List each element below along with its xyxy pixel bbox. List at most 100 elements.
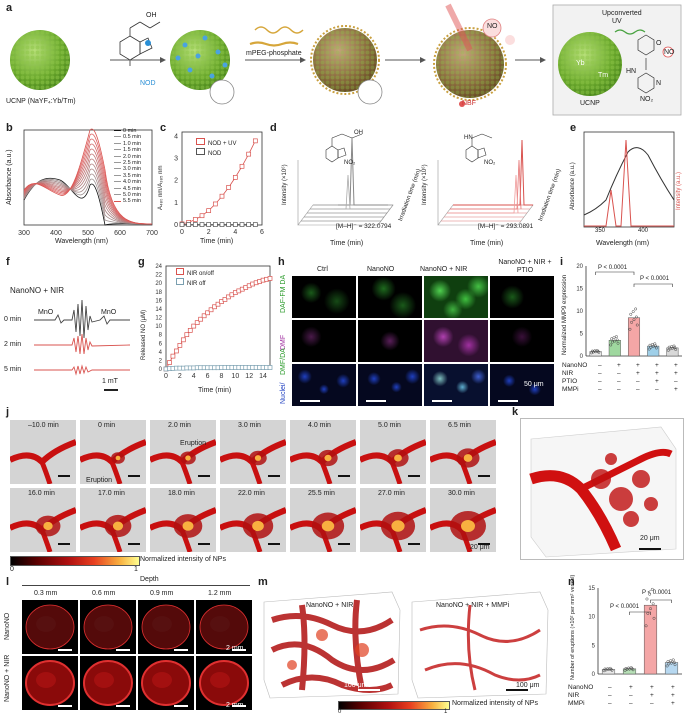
- data-point: [208, 307, 214, 313]
- table-cell: –: [655, 386, 659, 393]
- table-cell: –: [598, 386, 602, 393]
- panel-n-ylabel: Number of eruptions (×10² per mm² vessel…: [570, 574, 576, 680]
- table-cell: +: [655, 362, 659, 369]
- scatter-point: [612, 336, 616, 340]
- b-series-line: [23, 158, 153, 225]
- c-ytick: 4: [174, 133, 178, 140]
- panel-label-n: n: [568, 576, 575, 588]
- panel-f-row-2: 5 min: [4, 366, 22, 373]
- g-xtick: 14: [259, 373, 267, 380]
- data-point: [205, 310, 210, 316]
- panel-label-e: e: [570, 122, 577, 134]
- panel-h-scale: 50 μm: [524, 381, 544, 388]
- b-legend-item: 5.0 min: [114, 192, 141, 198]
- j-time-label: 0 min: [98, 422, 116, 429]
- panel-label-j: j: [6, 406, 10, 418]
- panel-n-chart: 0 5 10 15: [588, 586, 682, 678]
- scatter-point: [597, 350, 601, 354]
- ytick: 5: [592, 643, 596, 649]
- h-img-0-1: [358, 276, 422, 318]
- b-legend-item: 3.0 min: [114, 166, 141, 172]
- b-legend-entry: 0.5 min: [123, 134, 142, 141]
- data-point: [232, 222, 238, 227]
- scatter-point: [616, 341, 620, 345]
- data-point: [239, 222, 245, 227]
- significance-bracket: [650, 599, 672, 603]
- ytick: 5: [580, 332, 584, 338]
- no2-label: NO₂: [640, 96, 654, 103]
- table-cell: –: [608, 700, 612, 707]
- scatter-point: [630, 320, 634, 324]
- data-point: [192, 217, 198, 222]
- data-point: [199, 213, 205, 219]
- j-time-label: –10.0 min: [28, 422, 59, 429]
- l-depth-arrow: [22, 585, 250, 586]
- j-frame: 17.0 min: [80, 488, 146, 552]
- scatter-point: [614, 335, 618, 339]
- b-legend-entry: 5.5 min: [123, 198, 142, 205]
- data-point: [180, 337, 186, 343]
- j-eruption-label: Eruption: [86, 477, 113, 484]
- data-point: [267, 276, 273, 281]
- panel-label-k: k: [512, 406, 519, 418]
- data-point: [267, 365, 273, 370]
- g-xtick: 12: [245, 373, 253, 380]
- g-ytick: 2: [159, 358, 163, 364]
- b-xtick: 700: [146, 230, 158, 237]
- m-cb-max: 1: [444, 709, 448, 715]
- l-scale-top: 2 mm: [226, 645, 244, 652]
- data-point: [222, 297, 228, 302]
- data-point: [177, 343, 183, 348]
- panel-b-xlabel: Wavelength (nm): [55, 238, 109, 245]
- ucnp-peg-sphere-icon: [310, 25, 383, 105]
- right-mass-label: [M–H]⁻ = 293.0891: [478, 223, 534, 230]
- j-frame: 2.0 min: [150, 420, 216, 484]
- scatter-point: [628, 667, 631, 671]
- panel-e-xtick-0: 350: [595, 228, 606, 234]
- b-legend-entry: 4.5 min: [123, 185, 142, 192]
- scatter-point: [667, 662, 671, 666]
- b-series-line: [23, 153, 153, 225]
- panel-e-ylabel-right: Intensity (a.u.): [676, 171, 682, 210]
- b-series-line: [23, 168, 153, 225]
- scatter-point: [625, 668, 629, 671]
- ytick: 20: [576, 264, 583, 270]
- panel-a-schematic: [10, 3, 682, 116]
- ytick: 15: [588, 586, 595, 592]
- b-legend-entry: 3.0 min: [123, 166, 142, 173]
- b-series-line: [23, 148, 153, 225]
- b-legend-entry: 2.5 min: [123, 160, 142, 167]
- table-cell: –: [636, 378, 640, 385]
- b-series-line: [23, 138, 153, 225]
- h-img-2-0: [292, 364, 356, 406]
- j-scale: 20 μm: [470, 544, 490, 551]
- j-frame: 6.5 min: [430, 420, 496, 484]
- scatter-point: [670, 661, 673, 665]
- data-point: [194, 320, 200, 326]
- j-time-label: 25.5 min: [308, 490, 335, 497]
- data-point: [219, 222, 225, 227]
- data-point: [252, 138, 258, 144]
- scatter-point: [669, 659, 673, 663]
- box-o-label: O: [656, 40, 662, 47]
- j-cb-max: 1: [134, 566, 138, 573]
- panel-f-epr: [34, 299, 131, 391]
- table-cell: –: [650, 700, 654, 707]
- table-row-label: NIR: [562, 370, 574, 377]
- l-tumor-slice: [138, 600, 194, 654]
- b-xtick: 600: [114, 230, 126, 237]
- panel-d-xlabel-left: Time (min): [330, 240, 364, 247]
- data-point: [167, 360, 172, 365]
- scatter-point: [650, 587, 654, 591]
- h-img-0-0: [292, 276, 356, 318]
- panel-d-xlabel-right: Time (min): [470, 240, 504, 247]
- yb-label: Yb: [576, 60, 585, 67]
- panel-label-c: c: [160, 122, 167, 134]
- ytick: 0: [580, 354, 584, 360]
- b-legend-entry: 3.5 min: [123, 172, 142, 179]
- panel-h-col-1: NanoNO: [367, 266, 395, 273]
- m-colorbar-label: Normalized intensity of NPs: [452, 700, 538, 707]
- scatter-point: [635, 323, 639, 327]
- panel-e-xlabel: Wavelength (nm): [596, 240, 650, 247]
- j-cb-min: 0: [10, 566, 14, 573]
